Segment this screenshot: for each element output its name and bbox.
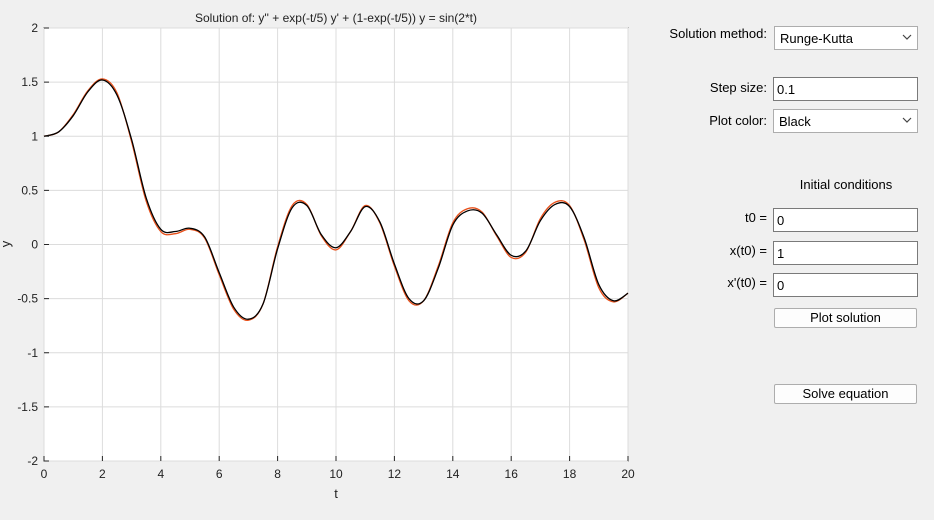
method-dropdown[interactable]: Runge-Kutta [774, 26, 918, 50]
step-size-label: Step size: [709, 80, 767, 95]
grid-lines [43, 27, 629, 462]
x-tick-label: 4 [157, 467, 164, 481]
initial-conditions-heading: Initial conditions [799, 177, 893, 192]
t0-label: t0 = [744, 210, 767, 225]
x-tick-label: 0 [41, 467, 48, 481]
solution-chart: Solution of: y'' + exp(-t/5) y' + (1-exp… [0, 11, 635, 501]
plot-color-dropdown[interactable]: Black [773, 109, 918, 133]
y-tick-label: -1.5 [17, 400, 38, 414]
dx-t0-label: x'(t0) = [727, 275, 767, 290]
y-tick-label: 0.5 [21, 183, 38, 197]
step-size-input[interactable]: 0.1 [773, 77, 918, 101]
solution-line-2 [43, 79, 629, 320]
t0-input[interactable]: 0 [773, 208, 918, 232]
x-t0-label: x(t0) = [729, 243, 767, 258]
tick-layer: 0 2 4 6 8 10 12 14 16 18 20 -2 -1.5 -1 -0.5 0 0.5 1 1.5 2 [17, 21, 635, 481]
series-layer [43, 78, 629, 322]
x-t0-input[interactable]: 1 [773, 241, 918, 265]
x-axis-label: t [334, 486, 338, 501]
plot-solution-button[interactable]: Plot solution [774, 308, 917, 328]
y-tick-label: -0.5 [17, 292, 38, 306]
solve-equation-button[interactable]: Solve equation [774, 384, 917, 404]
x-tick-label: 2 [99, 467, 106, 481]
x-tick-label: 14 [446, 467, 460, 481]
plot-color-value: Black [779, 114, 811, 129]
x-tick-label: 6 [216, 467, 223, 481]
y-tick-label: 0 [31, 238, 38, 252]
y-axis-label: y [0, 240, 13, 247]
plot-area: Solution of: y'' + exp(-t/5) y' + (1-exp… [0, 11, 635, 501]
x-tick-label: 18 [563, 467, 577, 481]
x-tick-label: 10 [329, 467, 343, 481]
y-tick-label: -1 [27, 346, 38, 360]
y-tick-label: 1 [31, 129, 38, 143]
method-label: Solution method: [669, 26, 767, 41]
y-tick-label: -2 [27, 454, 38, 468]
x-tick-label: 20 [621, 467, 635, 481]
y-tick-label: 2 [31, 21, 38, 35]
x-tick-label: 12 [388, 467, 402, 481]
dx-t0-input[interactable]: 0 [773, 273, 918, 297]
x-tick-label: 16 [505, 467, 519, 481]
x-tick-label: 8 [274, 467, 281, 481]
chevron-down-icon [902, 34, 912, 40]
method-value: Runge-Kutta [780, 31, 853, 46]
chevron-down-icon [902, 117, 912, 123]
chart-title: Solution of: y'' + exp(-t/5) y' + (1-exp… [195, 11, 477, 25]
y-tick-label: 1.5 [21, 75, 38, 89]
plot-color-label: Plot color: [709, 113, 767, 128]
